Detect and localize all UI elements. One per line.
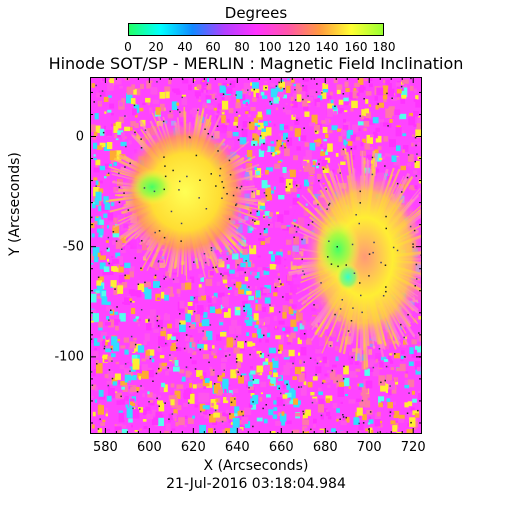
plot-title: Hinode SOT/SP - MERLIN : Magnetic Field … [48,54,464,73]
inclination-image [90,77,422,434]
x-tick-label: 660 [268,440,294,455]
colorbar-tick-label: 80 [234,40,250,54]
y-tick-label: -50 [62,239,84,255]
observation-timestamp: 21-Jul-2016 03:18:04.984 [166,476,346,492]
inclination-map [90,77,422,434]
x-tick-label: 620 [180,440,206,455]
colorbar-tick-label: 120 [287,40,311,54]
x-tick-label: 720 [400,440,426,455]
colorbar-tick-labels: 0 20 40 60 80 100 120 140 160 180 [0,40,512,54]
x-tick-label: 700 [356,440,382,455]
x-axis-label: X (Arcseconds) [203,458,309,474]
x-tick-label: 580 [92,440,118,455]
colorbar-tick-label: 40 [177,40,193,54]
colorbar-tick-label: 0 [124,40,132,54]
colorbar-tick-label: 20 [148,40,164,54]
x-tick-label: 600 [136,440,162,455]
colorbar-tick-label: 60 [205,40,221,54]
y-axis-label: Y (Arcseconds) [7,152,23,256]
colorbar-tick-label: 140 [315,40,339,54]
colorbar-tick-label: 100 [258,40,282,54]
x-tick-label: 680 [312,440,338,455]
colorbar-tick-label: 180 [372,40,396,54]
colorbar-tick-label: 160 [344,40,368,54]
colorbar [128,23,384,36]
colorbar-title: Degrees [224,4,288,22]
y-tick-label: 0 [75,129,84,144]
x-tick-label: 640 [224,440,250,455]
y-tick-label: -100 [54,349,84,365]
